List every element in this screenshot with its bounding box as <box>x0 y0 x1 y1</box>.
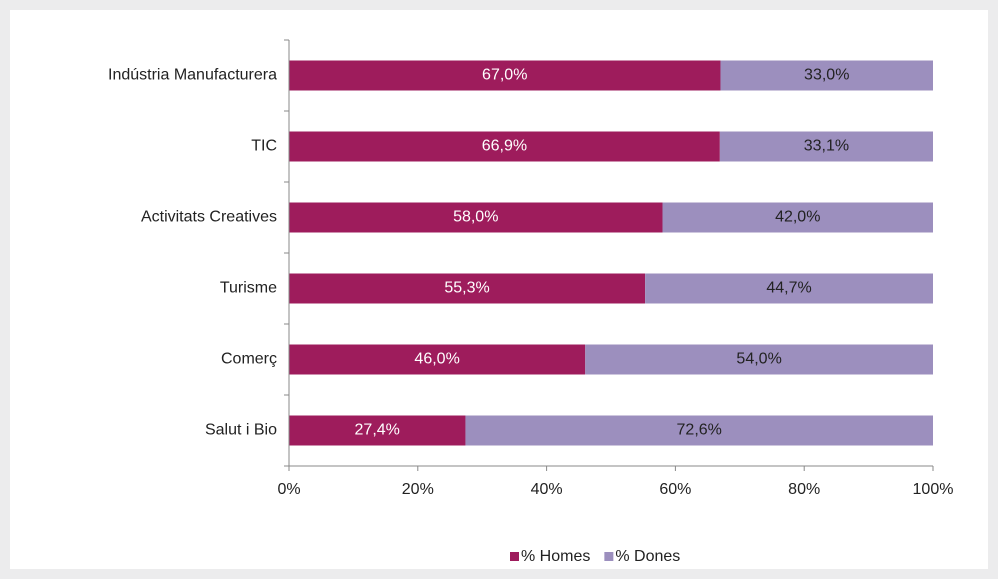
x-tick-label: 20% <box>402 481 434 498</box>
bar-segment <box>289 60 721 91</box>
y-tick-label: TIC <box>251 138 277 155</box>
y-tick-label: Turisme <box>220 280 277 297</box>
data-label: 54,0% <box>736 351 781 368</box>
bar-segment <box>465 415 933 446</box>
legend-label: % Dones <box>615 548 680 565</box>
bar-segment <box>289 415 466 446</box>
x-tick-label: 0% <box>277 481 300 498</box>
y-tick-label: Activitats Creatives <box>141 209 277 226</box>
bar-segment <box>645 273 933 304</box>
bar-segment <box>719 131 933 162</box>
data-label: 33,0% <box>804 67 849 84</box>
data-label: 55,3% <box>444 280 489 297</box>
x-tick-label: 80% <box>788 481 820 498</box>
bar-segment <box>289 131 720 162</box>
legend-swatch <box>510 552 519 561</box>
data-label: 27,4% <box>355 422 400 439</box>
bar-segment <box>289 344 586 375</box>
data-label: 46,0% <box>414 351 459 368</box>
data-label: 66,9% <box>482 138 527 155</box>
data-label: 58,0% <box>453 209 498 226</box>
bar-segment <box>720 60 933 91</box>
bar-segment <box>662 202 933 233</box>
x-tick-label: 60% <box>659 481 691 498</box>
bar-segment <box>289 273 646 304</box>
data-label: 67,0% <box>482 67 527 84</box>
y-tick-label: Indústria Manufacturera <box>108 67 277 84</box>
bar-segment <box>289 202 663 233</box>
x-tick-label: 40% <box>531 481 563 498</box>
data-label: 33,1% <box>804 138 849 155</box>
y-tick-label: Comerç <box>221 351 277 368</box>
legend-swatch <box>604 552 614 561</box>
y-tick-label: Salut i Bio <box>205 422 277 439</box>
x-tick-label: 100% <box>913 481 954 498</box>
data-label: 44,7% <box>766 280 811 297</box>
data-label: 72,6% <box>677 422 722 439</box>
data-label: 42,0% <box>775 209 820 226</box>
legend-label: % Homes <box>521 548 590 565</box>
bar-segment <box>585 344 933 375</box>
